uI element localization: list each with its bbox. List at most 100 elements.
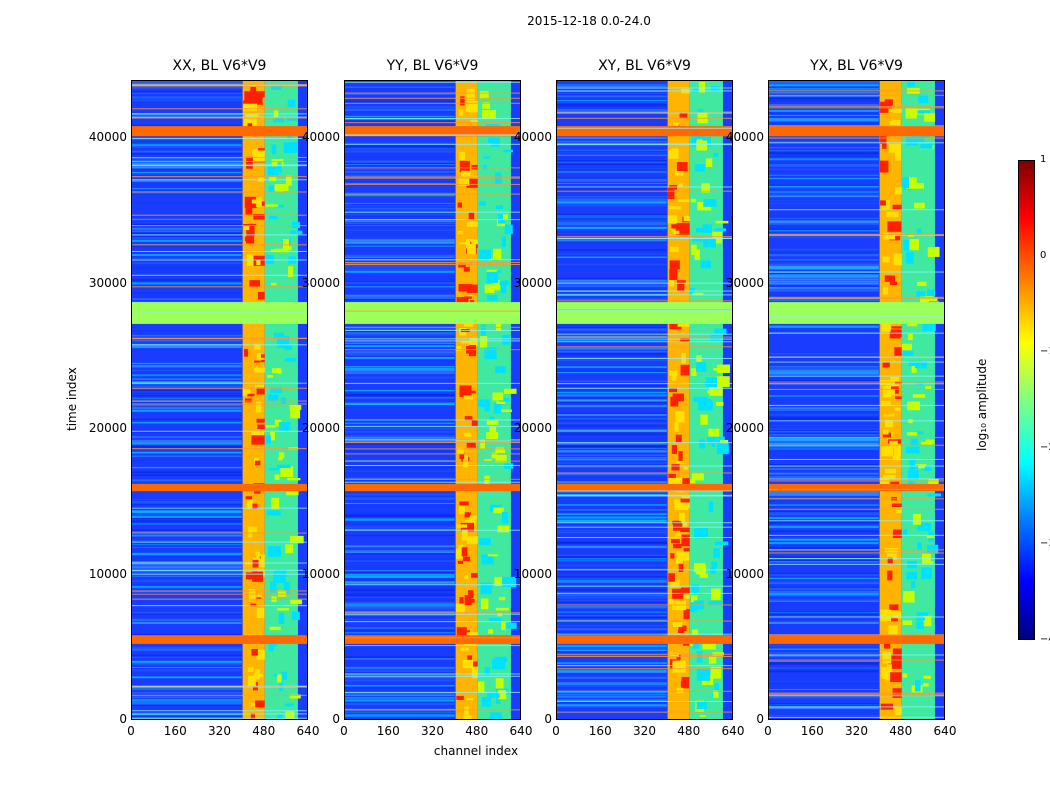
channel-speckle (708, 501, 714, 513)
noise-row (345, 686, 455, 689)
flagged-row-band (557, 302, 732, 324)
noise-row (557, 548, 667, 550)
y-tick-label: 10000 (725, 566, 764, 581)
rfi-line (557, 668, 732, 670)
noise-row (557, 217, 667, 220)
noise-row (132, 514, 242, 517)
noise-row (345, 618, 455, 621)
noise-row (132, 498, 242, 500)
x-tick-label: 160 (588, 724, 612, 738)
channel-speckle (498, 397, 510, 402)
rfi-line (769, 498, 944, 500)
noise-row (769, 455, 879, 457)
channel-speckle (676, 280, 686, 283)
channel-speckle (504, 388, 517, 394)
channel-speckle (692, 641, 700, 649)
channel-speckle (679, 113, 688, 118)
bright-channel-band (879, 81, 902, 719)
noise-row (769, 430, 879, 431)
noise-row (557, 221, 667, 224)
channel-speckle (458, 109, 464, 116)
noise-row (132, 378, 242, 380)
noise-row (557, 385, 667, 387)
channel-speckle (895, 152, 902, 161)
noise-row (769, 233, 879, 235)
channel-speckle (268, 215, 278, 220)
channel-speckle (902, 529, 908, 535)
noise-row (132, 564, 242, 566)
noise-row (769, 155, 879, 157)
noise-row (345, 286, 455, 288)
channel-speckle (457, 231, 463, 235)
noise-row (769, 504, 879, 506)
channel-speckle (254, 457, 259, 463)
noise-row (557, 450, 667, 453)
channel-speckle (671, 373, 677, 381)
noise-row (557, 103, 667, 107)
noise-row (557, 92, 667, 95)
channel-speckle (491, 452, 498, 459)
noise-row (769, 577, 879, 580)
noise-row (769, 468, 879, 470)
channel-speckle (905, 446, 920, 454)
channel-speckle (883, 640, 891, 649)
noise-row (557, 419, 667, 422)
noise-row (769, 612, 879, 614)
channel-speckle (492, 248, 502, 261)
rfi-line (132, 562, 307, 564)
channel-speckle (716, 376, 730, 388)
channel-speckle (256, 418, 266, 423)
noise-row (557, 241, 667, 244)
rfi-line (557, 442, 732, 444)
noise-row (557, 462, 667, 464)
noise-row (557, 606, 667, 608)
rfi-line (345, 613, 520, 615)
noise-row (132, 173, 242, 175)
noise-row (769, 597, 879, 598)
rfi-line (769, 297, 944, 299)
noise-row (769, 405, 879, 408)
noise-row (557, 559, 667, 561)
noise-row (345, 202, 455, 204)
channel-speckle (484, 284, 495, 294)
rfi-line (132, 710, 307, 712)
channel-speckle (886, 552, 897, 560)
noise-row (769, 573, 879, 576)
noise-row (557, 581, 667, 584)
noise-row (132, 96, 242, 98)
channel-speckle (277, 608, 290, 611)
noise-row (345, 224, 455, 227)
channel-speckle (290, 230, 303, 235)
rfi-line (132, 593, 307, 595)
rfi-line (557, 282, 732, 284)
channel-speckle (461, 170, 471, 180)
noise-row (769, 258, 879, 261)
noise-row (769, 707, 879, 710)
heatmap-image (345, 81, 520, 719)
rfi-line (132, 403, 307, 405)
rfi-line (345, 102, 520, 104)
rfi-line (345, 419, 520, 421)
channel-speckle (677, 629, 684, 633)
channel-speckle (254, 360, 261, 363)
channel-speckle (669, 370, 678, 377)
noise-row (132, 231, 242, 233)
noise-row (132, 661, 242, 664)
noise-row (345, 108, 455, 112)
channel-speckle (889, 604, 899, 611)
noise-row (132, 654, 242, 656)
noise-row (557, 223, 667, 226)
rfi-line (132, 387, 307, 389)
channel-speckle (707, 401, 713, 410)
noise-row (345, 422, 455, 425)
noise-row (769, 290, 879, 292)
noise-row (557, 624, 667, 627)
rfi-line (557, 127, 732, 129)
noise-row (769, 294, 879, 296)
channel-speckle (696, 140, 708, 151)
rfi-line (132, 717, 307, 719)
noise-row (769, 450, 879, 453)
y-tick-label: 10000 (513, 566, 552, 581)
channel-speckle (671, 226, 676, 232)
noise-row (557, 454, 667, 457)
